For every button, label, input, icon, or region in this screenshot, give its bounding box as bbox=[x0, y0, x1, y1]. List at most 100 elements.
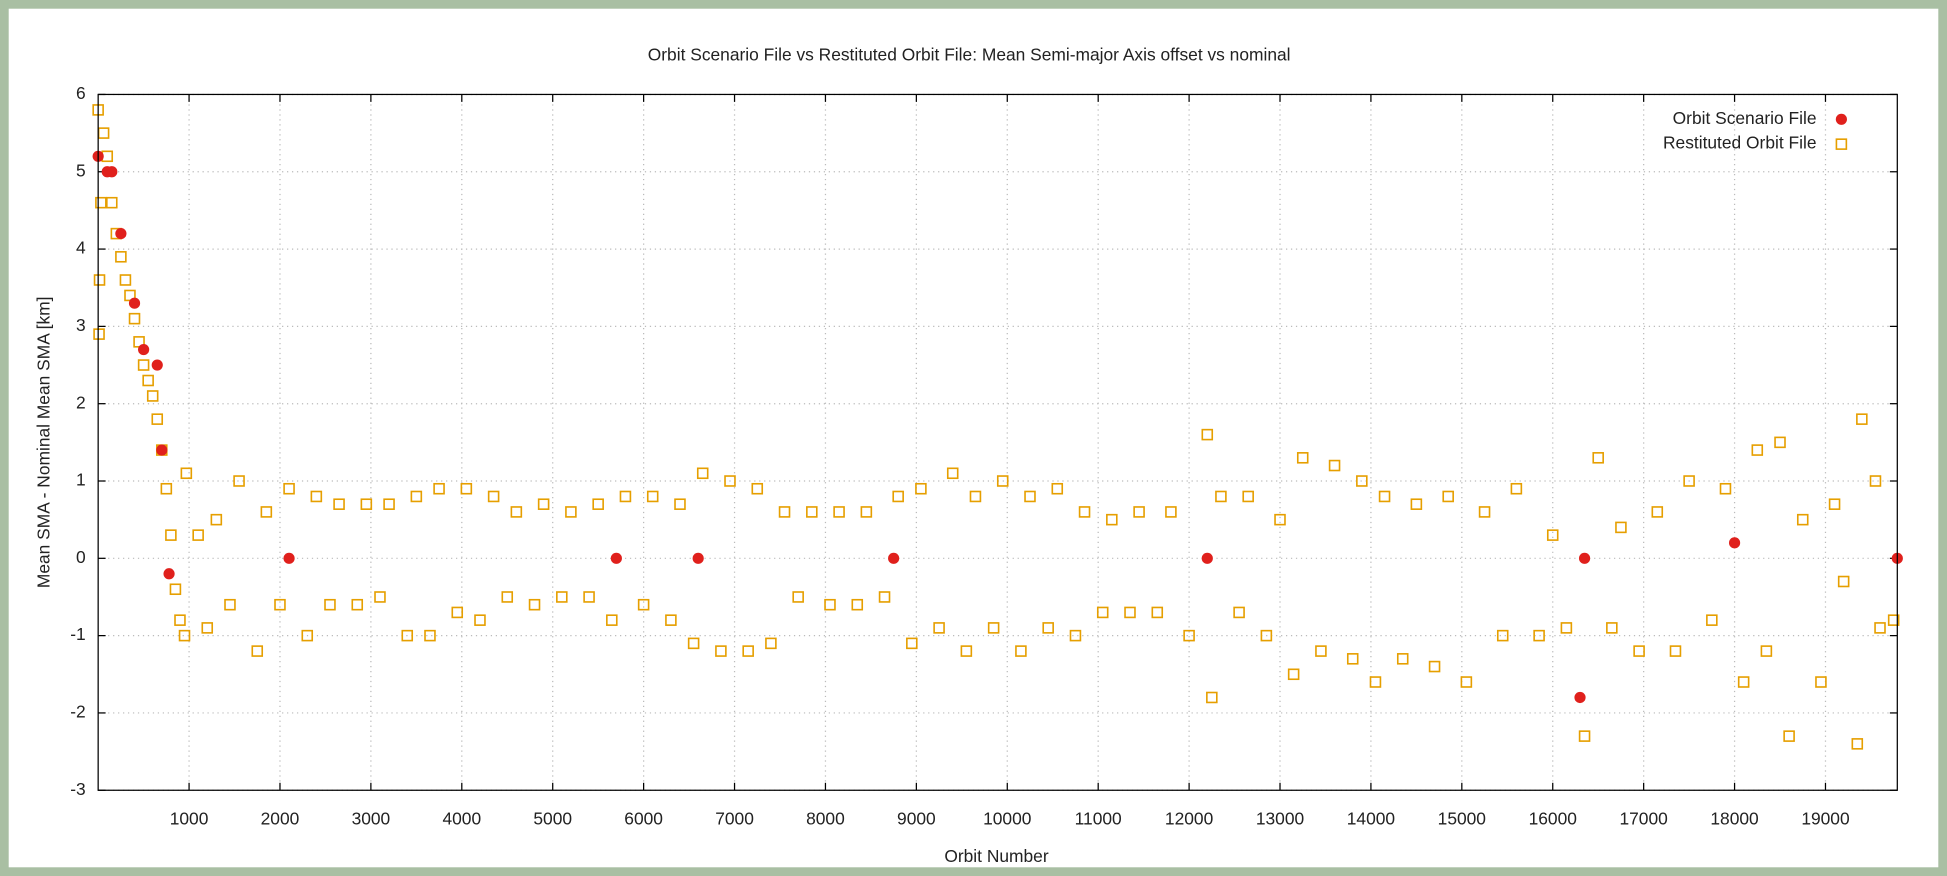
point bbox=[1719, 482, 1732, 495]
point bbox=[1287, 668, 1300, 681]
point bbox=[163, 568, 175, 580]
x-tick-label: 15000 bbox=[1438, 809, 1486, 829]
x-tick-label: 18000 bbox=[1710, 809, 1758, 829]
point bbox=[165, 529, 177, 541]
point bbox=[1496, 629, 1509, 642]
point bbox=[1215, 490, 1227, 503]
point bbox=[156, 444, 168, 456]
point bbox=[160, 482, 173, 495]
point bbox=[860, 506, 873, 518]
point bbox=[106, 166, 118, 178]
point bbox=[410, 490, 423, 503]
x-tick-label: 6000 bbox=[624, 809, 663, 829]
point bbox=[333, 498, 345, 510]
x-tick-label: 17000 bbox=[1619, 809, 1667, 829]
point bbox=[1133, 506, 1145, 518]
point bbox=[1606, 622, 1618, 634]
point bbox=[915, 482, 927, 495]
point bbox=[1378, 490, 1391, 503]
point bbox=[1015, 645, 1027, 657]
point bbox=[1346, 653, 1359, 665]
point bbox=[1578, 730, 1591, 742]
point bbox=[1096, 606, 1109, 619]
point bbox=[892, 490, 904, 503]
point bbox=[528, 598, 541, 611]
point bbox=[310, 490, 323, 503]
point bbox=[637, 598, 650, 611]
y-tick-label: -1 bbox=[70, 624, 85, 644]
point bbox=[692, 552, 704, 564]
point bbox=[824, 598, 836, 611]
legend-label: Restituted Orbit File bbox=[1663, 133, 1817, 153]
point bbox=[833, 506, 845, 518]
point bbox=[1201, 552, 1213, 564]
y-axis-label: Mean SMA - Nominal Mean SMA [km] bbox=[33, 297, 53, 589]
point bbox=[1783, 730, 1795, 742]
point bbox=[119, 274, 132, 286]
y-tick-label: 1 bbox=[76, 470, 86, 490]
point bbox=[383, 498, 395, 510]
point bbox=[1869, 475, 1882, 487]
point bbox=[1296, 452, 1309, 464]
point bbox=[301, 629, 314, 642]
x-tick-label: 2000 bbox=[261, 809, 300, 829]
point bbox=[969, 490, 982, 503]
y-tick-label: 0 bbox=[76, 547, 86, 567]
point bbox=[1396, 653, 1409, 665]
point bbox=[93, 274, 106, 286]
point bbox=[1856, 413, 1868, 425]
point bbox=[1706, 614, 1718, 626]
x-axis-label: Orbit Number bbox=[944, 846, 1048, 866]
point bbox=[93, 328, 105, 340]
point bbox=[765, 637, 777, 650]
y-tick-label: 2 bbox=[76, 392, 86, 412]
point bbox=[1051, 482, 1064, 495]
point bbox=[1837, 575, 1850, 588]
point bbox=[1183, 629, 1195, 642]
point bbox=[946, 467, 959, 480]
point bbox=[201, 622, 214, 634]
point bbox=[619, 490, 632, 503]
legend-marker bbox=[1835, 138, 1848, 150]
point bbox=[210, 513, 223, 526]
point bbox=[565, 506, 577, 518]
point bbox=[960, 645, 973, 657]
point bbox=[1410, 498, 1423, 510]
point bbox=[474, 614, 486, 626]
point bbox=[251, 645, 264, 657]
point bbox=[1106, 513, 1118, 526]
x-tick-label: 12000 bbox=[1165, 809, 1213, 829]
point bbox=[1578, 552, 1591, 564]
point bbox=[151, 413, 164, 425]
point bbox=[510, 506, 523, 518]
point bbox=[224, 598, 236, 611]
point bbox=[1206, 691, 1218, 704]
point bbox=[1683, 475, 1695, 487]
point bbox=[792, 591, 804, 603]
x-tick-label: 14000 bbox=[1347, 809, 1395, 829]
point bbox=[1560, 622, 1573, 634]
y-tick-label: 4 bbox=[76, 238, 86, 258]
point bbox=[906, 637, 918, 650]
point bbox=[106, 196, 118, 209]
point bbox=[401, 629, 414, 642]
point bbox=[501, 591, 514, 603]
point bbox=[778, 506, 791, 518]
x-tick-label: 13000 bbox=[1256, 809, 1304, 829]
y-tick-label: -2 bbox=[70, 702, 85, 722]
point bbox=[1274, 513, 1286, 526]
point bbox=[606, 614, 618, 626]
point bbox=[592, 498, 604, 510]
point bbox=[174, 614, 186, 626]
point bbox=[1533, 629, 1545, 642]
point bbox=[1760, 645, 1773, 657]
point bbox=[1242, 490, 1254, 503]
point bbox=[151, 359, 163, 371]
point bbox=[1078, 506, 1091, 518]
point bbox=[987, 622, 1000, 634]
point bbox=[1651, 506, 1664, 518]
point bbox=[260, 506, 273, 518]
point bbox=[724, 475, 736, 487]
